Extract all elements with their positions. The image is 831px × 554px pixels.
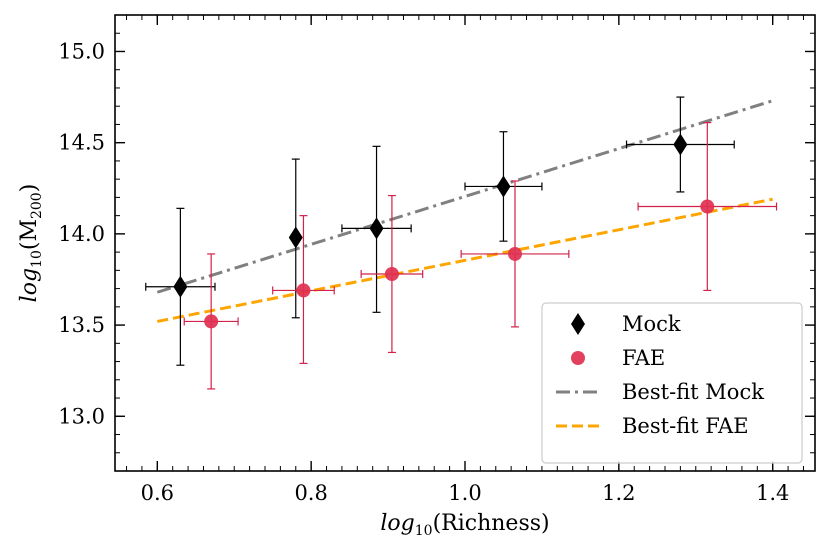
y-axis-label: log10(M200)	[17, 184, 45, 303]
x-tick-label: 1.2	[602, 481, 635, 505]
fae-point	[204, 314, 219, 329]
x-tick-label: 1.4	[756, 481, 789, 505]
data-markers	[173, 133, 715, 329]
y-tick-label: 13.0	[58, 404, 105, 428]
legend-label-fae: FAE	[622, 346, 665, 370]
fae-point	[296, 283, 311, 298]
legend-label-mock: Mock	[622, 312, 681, 336]
y-tick-label: 14.5	[58, 131, 105, 155]
x-tick-label: 0.6	[141, 481, 174, 505]
y-tick-label: 15.0	[58, 39, 105, 63]
best-fit-line-best-fit-fae	[157, 197, 773, 323]
mock-point	[369, 217, 384, 240]
x-tick-label: 0.8	[294, 481, 327, 505]
fae-point	[384, 267, 399, 282]
best-fit-lines	[156, 99, 774, 323]
legend-box	[541, 302, 803, 464]
mock-point	[496, 175, 511, 198]
mock-point	[173, 275, 188, 298]
mock-point	[673, 133, 688, 156]
mock-point	[288, 226, 303, 249]
legend-swatch-fae	[571, 351, 585, 365]
legend-swatch-mock	[571, 313, 585, 335]
major-ticks	[115, 15, 815, 471]
legend: Mock FAE Best-fit Mock Best-fit FAE	[541, 302, 803, 464]
tick-labels: 0.6 0.8 1.0 1.2 1.4 13.0 13.5 14.0 14.5 15.0	[58, 39, 789, 505]
fae-point	[700, 199, 715, 214]
legend-label-best-fit-fae: Best-fit FAE	[622, 414, 749, 438]
x-axis-label: log10(Richness)	[380, 511, 549, 539]
x-tick-label: 1.0	[448, 481, 481, 505]
y-tick-label: 13.5	[58, 313, 105, 337]
fae-point	[508, 246, 522, 261]
y-tick-label: 14.0	[58, 222, 105, 246]
plot-frame	[114, 14, 816, 472]
legend-label-best-fit-mock: Best-fit Mock	[622, 380, 764, 404]
